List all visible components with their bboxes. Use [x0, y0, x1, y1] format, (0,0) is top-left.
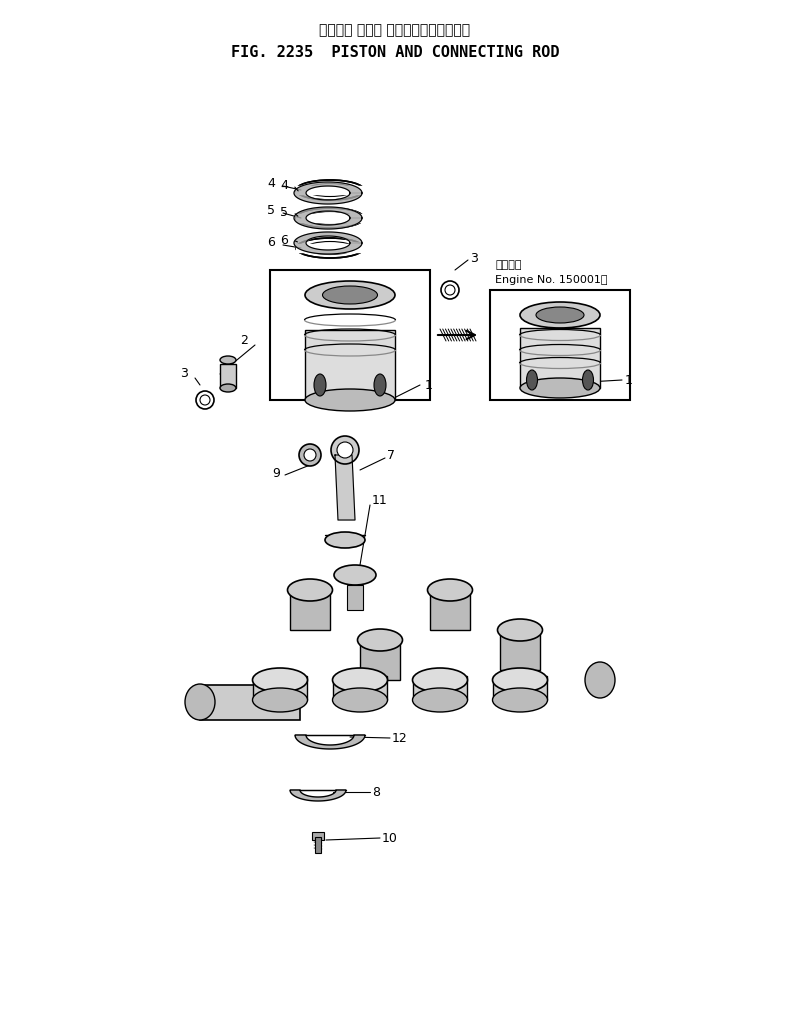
Text: 6: 6 [280, 234, 288, 246]
Ellipse shape [492, 688, 547, 712]
Text: Engine No. 150001～: Engine No. 150001～ [495, 275, 608, 285]
Ellipse shape [582, 370, 593, 390]
Bar [500, 630, 540, 670]
Text: 7: 7 [387, 449, 395, 462]
Ellipse shape [585, 663, 615, 698]
Ellipse shape [333, 688, 388, 712]
Text: FIG. 2235  PISTON AND CONNECTING ROD: FIG. 2235 PISTON AND CONNECTING ROD [231, 45, 559, 60]
Bar [296, 186, 364, 194]
Ellipse shape [185, 684, 215, 720]
Ellipse shape [520, 302, 600, 328]
Ellipse shape [299, 444, 321, 466]
Ellipse shape [314, 374, 326, 396]
Text: 4: 4 [280, 178, 288, 191]
Text: 10: 10 [382, 832, 398, 845]
Ellipse shape [427, 579, 472, 601]
Ellipse shape [374, 374, 386, 396]
Text: 12: 12 [392, 731, 408, 745]
Text: 4: 4 [267, 176, 275, 189]
Ellipse shape [334, 565, 376, 585]
Bar [253, 676, 307, 700]
Bar [200, 685, 300, 720]
Bar [296, 214, 364, 222]
Ellipse shape [358, 629, 402, 651]
Ellipse shape [253, 668, 307, 692]
Ellipse shape [305, 389, 395, 411]
Bar [333, 676, 387, 700]
Ellipse shape [325, 532, 365, 548]
Ellipse shape [412, 668, 468, 692]
Bar [430, 590, 470, 630]
Text: 2: 2 [240, 333, 248, 346]
Ellipse shape [337, 442, 353, 458]
Ellipse shape [305, 281, 395, 309]
Bar [490, 290, 630, 400]
Bar [493, 676, 547, 700]
Ellipse shape [288, 579, 333, 601]
Polygon shape [294, 232, 362, 254]
Ellipse shape [304, 449, 316, 461]
Ellipse shape [331, 436, 359, 464]
Ellipse shape [520, 378, 600, 398]
Text: 適用号機: 適用号機 [495, 260, 521, 270]
Bar [413, 676, 467, 700]
Text: 6: 6 [267, 235, 275, 248]
Bar [315, 837, 321, 853]
Bar [220, 364, 236, 388]
Ellipse shape [498, 619, 543, 641]
Ellipse shape [220, 356, 236, 364]
Text: 5: 5 [280, 206, 288, 219]
Text: 3: 3 [180, 367, 188, 380]
Bar [312, 832, 324, 840]
Polygon shape [335, 455, 355, 520]
Text: 11: 11 [372, 493, 388, 506]
Bar [360, 640, 400, 680]
Text: 8: 8 [372, 785, 380, 798]
Polygon shape [294, 182, 362, 204]
Text: 5: 5 [267, 204, 275, 217]
Ellipse shape [412, 688, 468, 712]
Bar [296, 244, 364, 252]
Text: 1: 1 [625, 374, 633, 387]
Ellipse shape [526, 370, 537, 390]
Text: ピストン および コネクティングロッド: ピストン および コネクティングロッド [319, 23, 471, 37]
Polygon shape [290, 790, 346, 801]
Ellipse shape [253, 688, 307, 712]
Bar [347, 585, 363, 610]
Ellipse shape [322, 286, 378, 304]
Polygon shape [294, 207, 362, 229]
Bar [520, 328, 600, 388]
Bar [305, 330, 395, 400]
Ellipse shape [333, 668, 388, 692]
Text: 3: 3 [470, 251, 478, 264]
Polygon shape [295, 735, 365, 749]
Bar [290, 590, 330, 630]
Text: 1: 1 [425, 379, 433, 391]
Bar [270, 270, 430, 400]
Ellipse shape [220, 384, 236, 392]
Ellipse shape [536, 307, 584, 323]
Ellipse shape [492, 668, 547, 692]
Text: 9: 9 [272, 467, 280, 479]
